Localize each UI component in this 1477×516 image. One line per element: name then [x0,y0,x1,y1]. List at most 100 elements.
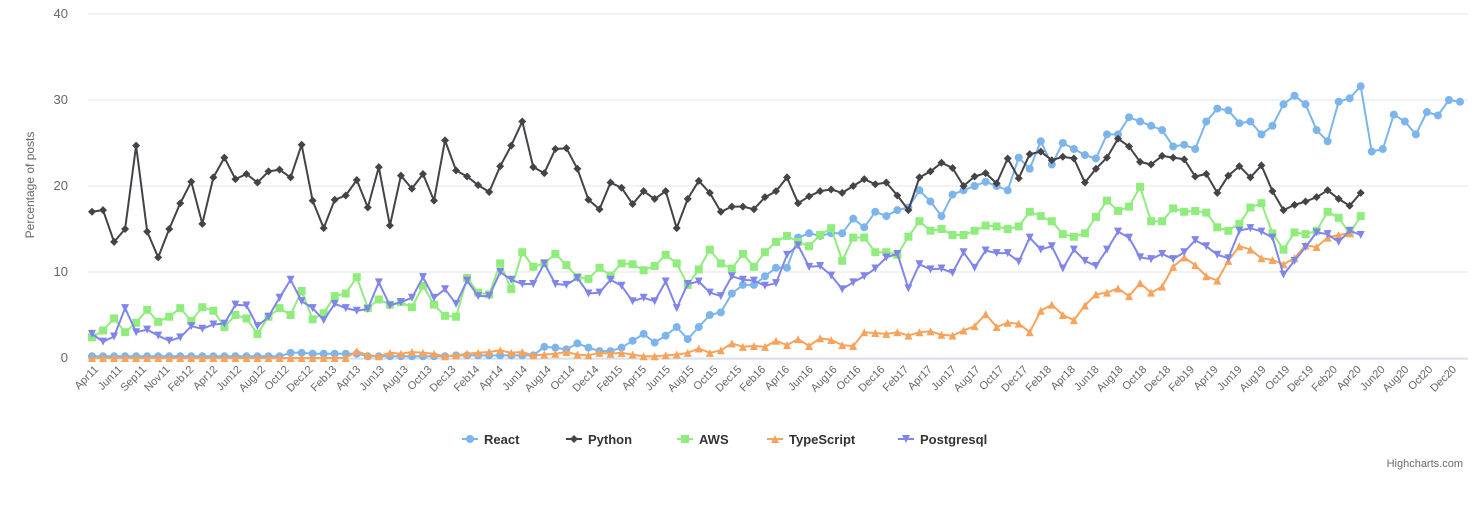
data-point-typescript[interactable] [805,341,814,350]
data-point-typescript[interactable] [1257,254,1266,263]
data-point-python[interactable] [1125,142,1134,151]
data-point-python[interactable] [1224,171,1233,180]
data-point-python[interactable] [1301,197,1310,206]
data-point-typescript[interactable] [727,339,736,348]
data-point-postgresql[interactable] [1268,233,1277,242]
legend-item-react[interactable]: React [462,432,520,447]
data-point-react[interactable] [1312,126,1321,135]
data-point-postgresql[interactable] [496,268,505,276]
data-point-postgresql[interactable] [452,299,461,308]
data-point-python[interactable] [1180,155,1189,164]
data-point-aws[interactable] [1235,219,1244,228]
data-point-postgresql[interactable] [562,280,571,289]
data-point-react[interactable] [749,280,758,289]
data-point-aws[interactable] [1290,228,1299,237]
data-point-python[interactable] [661,187,670,196]
data-point-python[interactable] [937,158,946,167]
data-point-postgresql[interactable] [88,329,96,338]
data-point-typescript[interactable] [1102,288,1111,297]
data-point-postgresql[interactable] [1080,256,1089,265]
data-point-react[interactable] [308,349,317,358]
data-point-postgresql[interactable] [970,263,979,272]
data-point-postgresql[interactable] [341,304,350,313]
data-point-react[interactable] [1102,130,1111,139]
data-point-python[interactable] [231,175,240,184]
data-point-typescript[interactable] [1114,284,1122,293]
data-point-python[interactable] [772,187,780,196]
data-point-react[interactable] [1279,100,1288,109]
data-point-postgresql[interactable] [242,301,251,310]
data-point-aws[interactable] [154,317,163,326]
data-point-python[interactable] [1091,164,1100,173]
data-point-typescript[interactable] [606,349,615,358]
data-point-aws[interactable] [1058,230,1067,239]
data-point-typescript[interactable] [529,351,538,360]
data-point-python[interactable] [617,183,626,192]
data-point-python[interactable] [1257,161,1266,170]
data-point-postgresql[interactable] [463,276,472,285]
data-point-aws[interactable] [551,249,560,258]
data-point-typescript[interactable] [573,350,582,359]
data-point-aws[interactable] [617,259,626,268]
data-point-react[interactable] [330,349,339,358]
data-point-postgresql[interactable] [584,289,593,298]
data-point-typescript[interactable] [1235,242,1244,251]
data-point-postgresql[interactable] [694,277,703,286]
data-point-typescript[interactable] [595,348,604,357]
data-point-aws[interactable] [937,225,946,233]
data-point-typescript[interactable] [738,342,747,351]
data-point-react[interactable] [1433,111,1442,120]
data-point-python[interactable] [187,177,196,186]
data-point-aws[interactable] [1047,217,1056,226]
data-point-react[interactable] [1080,151,1089,160]
data-point-postgresql[interactable] [716,292,725,301]
data-point-react[interactable] [871,207,880,216]
data-point-aws[interactable] [286,311,295,319]
data-point-react[interactable] [1400,117,1409,126]
data-point-aws[interactable] [838,256,847,265]
data-point-python[interactable] [959,182,968,190]
data-point-python[interactable] [341,191,350,200]
data-point-aws[interactable] [1202,208,1211,217]
data-point-typescript[interactable] [672,350,681,359]
data-point-python[interactable] [529,163,538,172]
data-point-python[interactable] [1014,174,1023,183]
data-point-python[interactable] [694,176,703,185]
data-point-aws[interactable] [882,248,891,257]
data-point-python[interactable] [827,185,836,194]
data-point-postgresql[interactable] [286,275,295,284]
data-point-python[interactable] [143,227,152,236]
data-point-postgresql[interactable] [187,322,196,331]
data-point-postgresql[interactable] [661,277,670,286]
data-point-postgresql[interactable] [330,299,339,308]
data-point-python[interactable] [727,202,736,211]
data-point-python[interactable] [132,141,141,150]
data-point-postgresql[interactable] [959,248,968,257]
data-point-react[interactable] [926,197,935,206]
data-point-postgresql[interactable] [418,273,427,282]
data-point-postgresql[interactable] [860,272,869,281]
data-point-typescript[interactable] [485,347,494,356]
data-point-python[interactable] [1169,153,1178,162]
data-point-python[interactable] [805,192,814,201]
data-point-postgresql[interactable] [838,285,847,294]
data-point-python[interactable] [1345,201,1354,210]
data-point-typescript[interactable] [474,348,483,357]
data-point-react[interactable] [1003,186,1012,195]
data-point-aws[interactable] [1158,217,1167,226]
data-point-postgresql[interactable] [1224,254,1233,263]
data-point-aws[interactable] [904,232,913,241]
data-point-react[interactable] [1213,104,1222,113]
data-point-postgresql[interactable] [816,261,825,270]
data-point-postgresql[interactable] [231,300,240,309]
data-point-postgresql[interactable] [1279,270,1288,279]
data-point-aws[interactable] [430,300,438,309]
data-point-python[interactable] [1235,162,1244,171]
data-point-aws[interactable] [1213,223,1222,232]
data-point-postgresql[interactable] [396,298,405,307]
legend-item-aws[interactable]: AWS [677,432,729,447]
data-point-typescript[interactable] [1180,253,1189,262]
data-point-aws[interactable] [926,226,935,235]
data-point-python[interactable] [319,224,328,233]
data-point-react[interactable] [1180,140,1189,149]
